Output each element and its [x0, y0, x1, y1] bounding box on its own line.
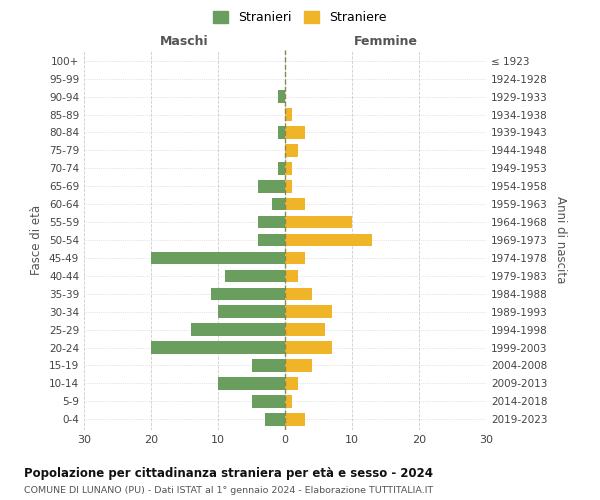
Text: Femmine: Femmine: [353, 35, 418, 48]
Bar: [258, 216, 285, 228]
Bar: [225, 270, 285, 282]
Bar: [285, 252, 305, 264]
Text: Popolazione per cittadinanza straniera per età e sesso - 2024: Popolazione per cittadinanza straniera p…: [24, 468, 433, 480]
Bar: [285, 234, 372, 246]
Bar: [191, 324, 285, 336]
Bar: [151, 252, 285, 264]
Legend: Stranieri, Straniere: Stranieri, Straniere: [208, 6, 392, 29]
Bar: [278, 126, 285, 138]
Bar: [251, 359, 285, 372]
Bar: [285, 144, 298, 156]
Bar: [218, 306, 285, 318]
Bar: [278, 162, 285, 174]
Bar: [285, 162, 292, 174]
Bar: [285, 359, 312, 372]
Bar: [285, 270, 298, 282]
Bar: [285, 216, 352, 228]
Bar: [285, 324, 325, 336]
Bar: [272, 198, 285, 210]
Y-axis label: Anni di nascita: Anni di nascita: [554, 196, 567, 284]
Bar: [285, 180, 292, 192]
Bar: [258, 180, 285, 192]
Bar: [285, 413, 305, 426]
Y-axis label: Fasce di età: Fasce di età: [31, 205, 43, 275]
Bar: [285, 377, 298, 390]
Bar: [278, 90, 285, 103]
Bar: [258, 234, 285, 246]
Bar: [251, 395, 285, 407]
Bar: [218, 377, 285, 390]
Text: Maschi: Maschi: [160, 35, 209, 48]
Bar: [151, 342, 285, 354]
Bar: [285, 108, 292, 121]
Bar: [265, 413, 285, 426]
Bar: [285, 288, 312, 300]
Bar: [285, 198, 305, 210]
Bar: [211, 288, 285, 300]
Bar: [285, 126, 305, 138]
Bar: [285, 395, 292, 407]
Bar: [285, 342, 332, 354]
Bar: [285, 306, 332, 318]
Text: COMUNE DI LUNANO (PU) - Dati ISTAT al 1° gennaio 2024 - Elaborazione TUTTITALIA.: COMUNE DI LUNANO (PU) - Dati ISTAT al 1°…: [24, 486, 433, 495]
